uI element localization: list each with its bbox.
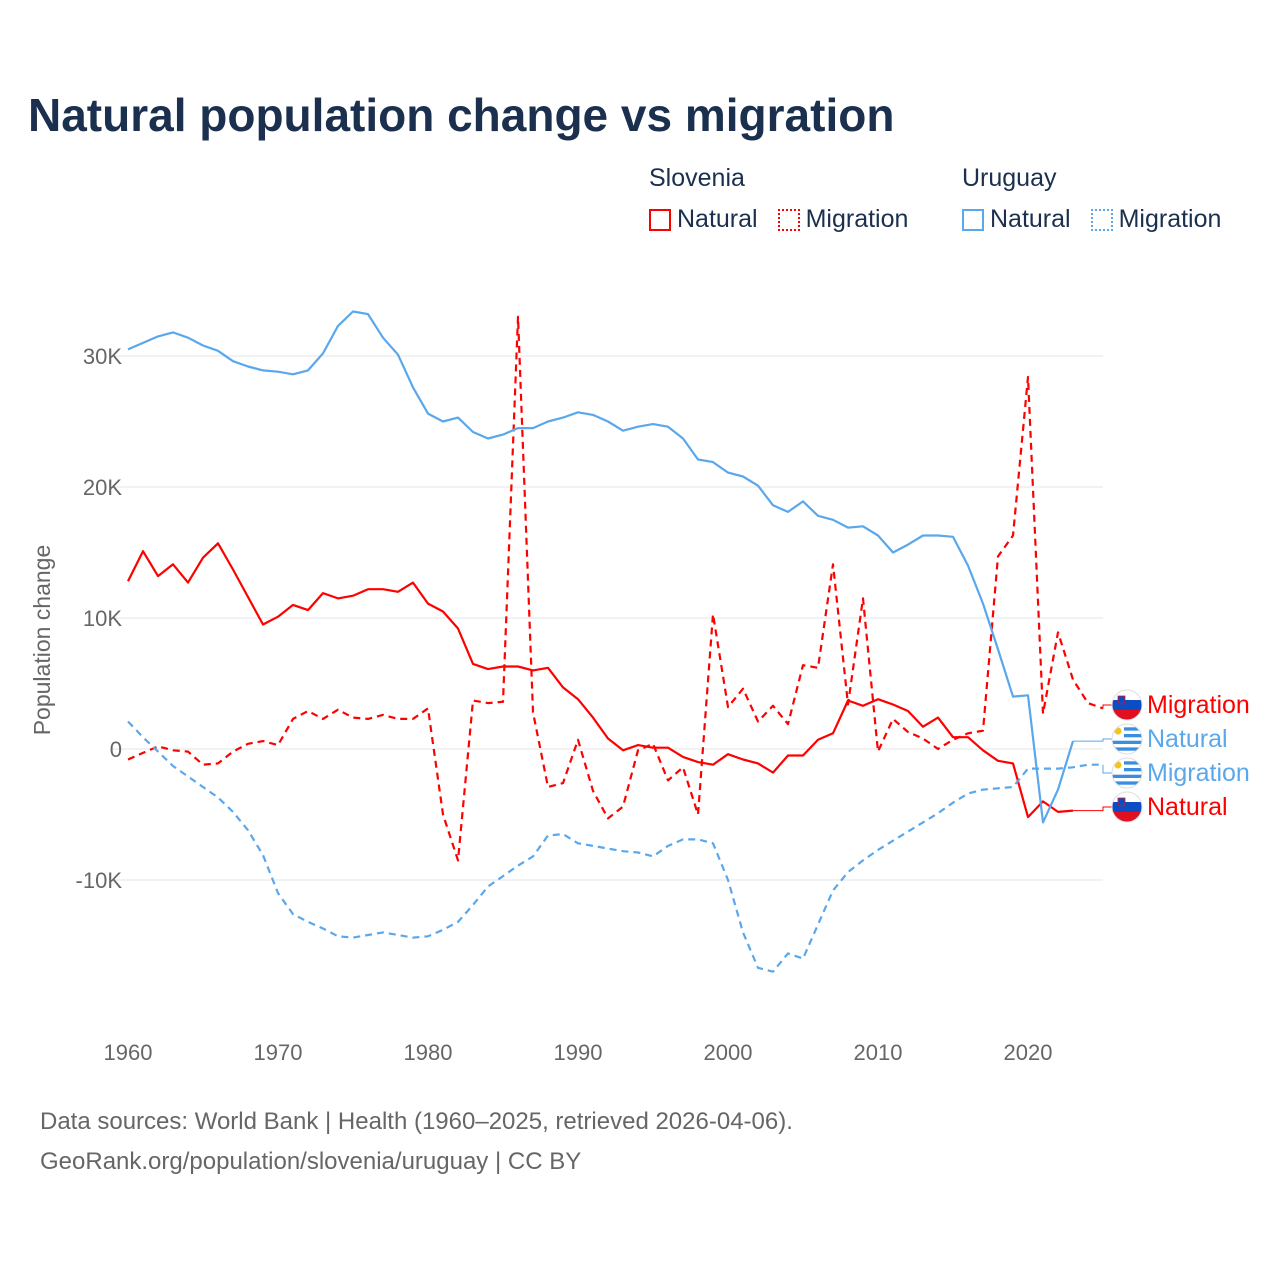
end-label-connector (1073, 738, 1112, 742)
legend-item-uruguay-natural[interactable]: Natural (962, 205, 1071, 234)
end-label: Migration (1147, 691, 1250, 719)
footer-attribution[interactable]: GeoRank.org/population/slovenia/uruguay … (40, 1148, 582, 1175)
end-label: Natural (1147, 793, 1228, 821)
chart-title: Natural population change vs migration (28, 89, 895, 141)
legend-country-uruguay: Uruguay (962, 164, 1057, 192)
end-label-connector (1073, 806, 1112, 812)
legend-label: Natural (990, 205, 1071, 233)
uruguay-flag-icon (1111, 757, 1143, 789)
legend-group-slovenia: Slovenia Natural Migration (649, 164, 908, 234)
legend-swatch-solid (649, 208, 671, 231)
y-tick-label: 20K (83, 475, 122, 500)
uruguay-flag-icon (1111, 723, 1143, 755)
x-tick-label: 1990 (554, 1040, 603, 1065)
legend-country-slovenia: Slovenia (649, 164, 745, 192)
end-label: Migration (1147, 759, 1250, 787)
y-axis-label: Population change (29, 545, 55, 736)
legend-swatch-dashed (777, 208, 800, 231)
legend-swatch-dashed (1090, 208, 1113, 231)
x-tick-label: 1960 (104, 1040, 153, 1065)
end-label: Natural (1147, 725, 1228, 753)
legend-group-uruguay: Uruguay Natural Migration (962, 164, 1221, 234)
y-tick-label: 30K (83, 344, 122, 369)
slovenia-flag-icon (1111, 791, 1143, 823)
legend-label: Natural (677, 205, 758, 233)
end-label-connector (1102, 704, 1112, 709)
y-tick-label: -10K (76, 868, 123, 893)
legend-swatch-solid (962, 208, 984, 231)
legend-label: Migration (805, 205, 909, 233)
x-tick-label: 1970 (254, 1040, 303, 1065)
x-tick-label: 2010 (854, 1040, 903, 1065)
x-tick-label: 2000 (704, 1040, 753, 1065)
series-line-slovenia-natural[interactable] (127, 542, 1074, 819)
series-line-uruguay-natural[interactable] (127, 310, 1075, 824)
legend-item-uruguay-migration[interactable]: Migration (1090, 205, 1222, 234)
legend-item-slovenia-natural[interactable]: Natural (649, 205, 758, 234)
series-line-slovenia-migration[interactable] (127, 315, 1104, 862)
footer-sources: Data sources: World Bank | Health (1960–… (40, 1108, 793, 1135)
slovenia-flag-icon (1111, 689, 1143, 721)
series-line-uruguay-migration[interactable] (127, 720, 1103, 973)
x-tick-label: 1980 (404, 1040, 453, 1065)
y-tick-label: 10K (83, 606, 122, 631)
y-tick-label: 0 (110, 737, 122, 762)
end-label-connector (1102, 764, 1112, 774)
legend-label: Migration (1118, 205, 1222, 233)
x-tick-label: 2020 (1004, 1040, 1053, 1065)
legend-item-slovenia-migration[interactable]: Migration (777, 205, 909, 234)
